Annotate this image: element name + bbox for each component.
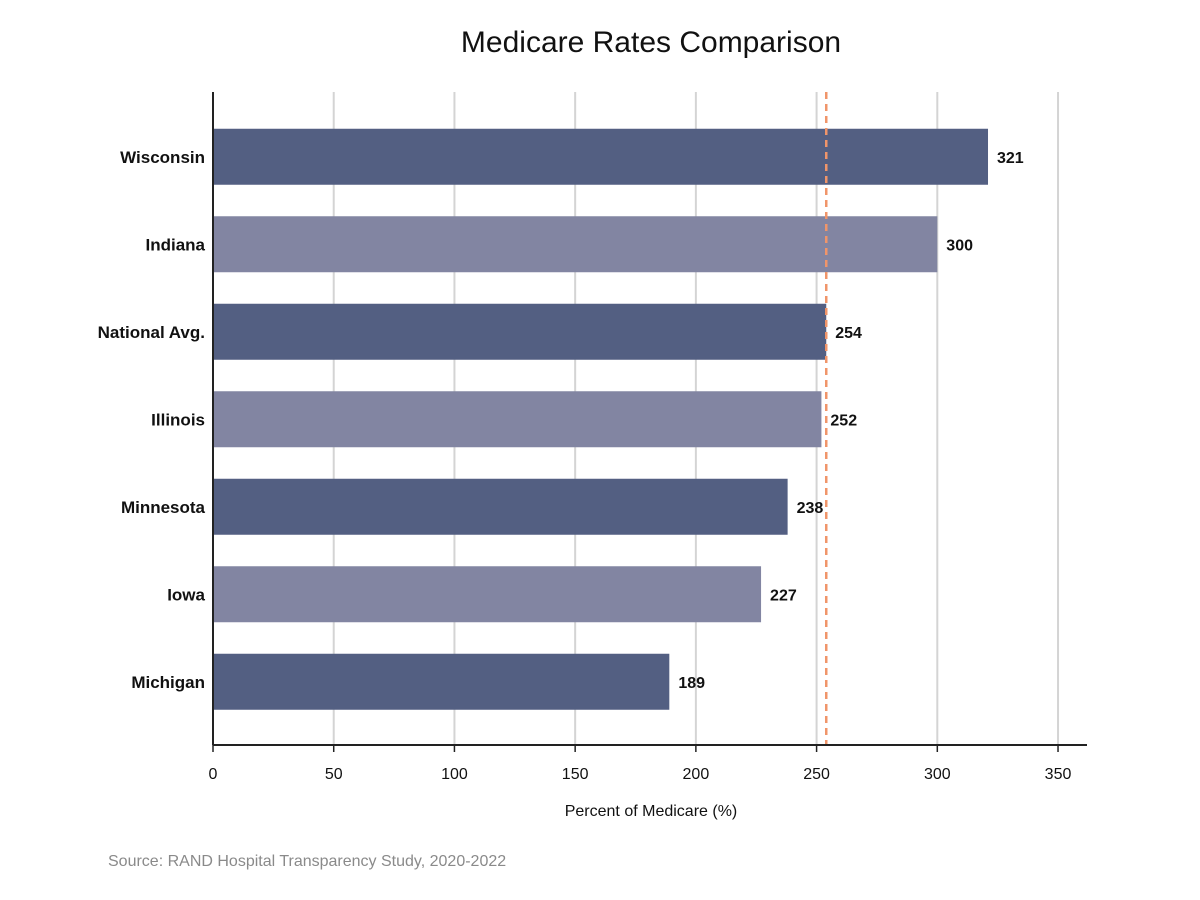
x-tick-label-0: 0	[209, 766, 218, 783]
bars	[213, 128, 989, 710]
value-label-iowa: 227	[770, 587, 797, 604]
category-label-wisconsin: Wisconsin	[120, 148, 205, 167]
category-label-michigan: Michigan	[131, 673, 205, 692]
bar-iowa	[213, 566, 762, 623]
bar-illinois	[213, 391, 822, 448]
category-labels: Wisconsin Indiana National Avg. Illinois Min…	[98, 148, 206, 692]
value-label-michigan: 189	[678, 675, 705, 692]
chart-title: Medicare Rates Comparison	[461, 26, 841, 59]
category-label-minnesota: Minnesota	[121, 498, 206, 517]
x-tick-label-100: 100	[441, 766, 468, 783]
x-tick-label-200: 200	[683, 766, 710, 783]
x-tick-label-250: 250	[803, 766, 830, 783]
bar-wisconsin	[213, 128, 989, 185]
category-label-national-avg: National Avg.	[98, 323, 205, 342]
value-label-minnesota: 238	[797, 500, 824, 517]
category-label-iowa: Iowa	[167, 585, 205, 604]
source-note: Source: RAND Hospital Transparency Study…	[108, 853, 506, 870]
bar-indiana	[213, 216, 938, 273]
value-label-wisconsin: 321	[997, 150, 1024, 167]
bar-minnesota	[213, 478, 788, 535]
value-label-national-avg: 254	[835, 325, 862, 342]
bar-michigan	[213, 653, 670, 710]
axes	[212, 92, 1087, 746]
x-tick-label-50: 50	[325, 766, 343, 783]
x-tick-labels: 0 50 100 150 200 250 300 350	[209, 745, 1072, 783]
category-label-illinois: Illinois	[151, 410, 205, 429]
bar-national-avg	[213, 303, 827, 360]
category-label-indiana: Indiana	[145, 235, 205, 254]
x-axis-title: Percent of Medicare (%)	[565, 803, 738, 820]
value-label-indiana: 300	[946, 237, 973, 254]
x-tick-label-150: 150	[562, 766, 589, 783]
value-labels: 321 300 254 252 238 227 189	[678, 150, 1023, 692]
value-label-illinois: 252	[830, 412, 857, 429]
x-tick-label-300: 300	[924, 766, 951, 783]
x-tick-label-350: 350	[1045, 766, 1072, 783]
